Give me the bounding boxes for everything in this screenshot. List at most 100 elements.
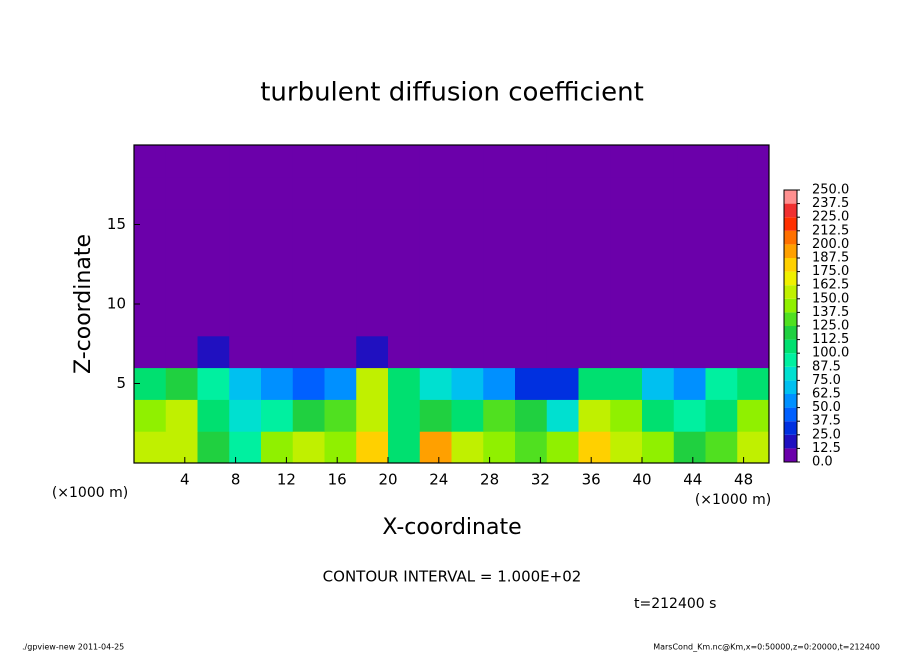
x-tick-label: 28 — [480, 471, 499, 489]
cell — [165, 176, 198, 210]
cell — [261, 176, 294, 210]
x-tick-label: 20 — [378, 471, 397, 489]
cell — [134, 335, 167, 369]
colorbar-label: 150.0 — [812, 291, 849, 306]
cell — [261, 208, 294, 241]
cell — [324, 240, 357, 273]
time-note: t=212400 s — [634, 596, 716, 612]
cell — [388, 272, 421, 305]
colorbar-label: 225.0 — [812, 210, 849, 225]
cell — [419, 208, 452, 241]
cell — [229, 431, 262, 464]
cell — [419, 176, 452, 210]
cell — [483, 208, 516, 241]
cell — [578, 240, 611, 273]
cell — [134, 176, 167, 210]
cell — [673, 145, 706, 178]
cell — [229, 304, 262, 337]
colorbar-swatch — [784, 366, 797, 381]
x-tick-label: 12 — [277, 471, 296, 489]
cell — [737, 304, 770, 337]
colorbar-swatch — [784, 380, 797, 394]
cell — [515, 304, 548, 337]
cell — [642, 367, 675, 400]
cell — [705, 431, 738, 464]
cell — [737, 208, 770, 241]
colorbar-swatch — [784, 298, 797, 313]
cell — [673, 240, 706, 273]
cell — [451, 272, 484, 305]
cell — [546, 367, 579, 400]
colorbar-label: 75.0 — [812, 373, 841, 388]
cell — [324, 335, 357, 369]
cell — [229, 176, 262, 210]
cell — [229, 367, 262, 400]
cell — [356, 367, 389, 400]
cell — [578, 304, 611, 337]
cell — [261, 240, 294, 273]
cell — [642, 145, 675, 178]
cell — [705, 367, 738, 400]
cell — [546, 145, 579, 178]
cell — [451, 176, 484, 210]
cell — [610, 145, 643, 178]
cell — [546, 399, 579, 432]
x-axis-label: X-coordinate — [382, 515, 521, 540]
cell — [483, 367, 516, 400]
cell — [673, 367, 706, 400]
cell — [324, 367, 357, 400]
colorbar-label: 12.5 — [812, 441, 841, 456]
chart-title: turbulent diffusion coefficient — [260, 78, 644, 108]
cell — [388, 367, 421, 400]
cell — [229, 145, 262, 178]
cell — [705, 335, 738, 369]
cell — [705, 208, 738, 241]
cell — [737, 335, 770, 369]
cell — [388, 240, 421, 273]
cell — [165, 431, 198, 464]
cell — [546, 272, 579, 305]
cell — [197, 431, 230, 464]
cell — [229, 272, 262, 305]
x-tick-label: 36 — [582, 471, 601, 489]
cell — [388, 431, 421, 464]
cell — [165, 272, 198, 305]
colorbar-swatch — [784, 312, 797, 326]
cell — [388, 304, 421, 337]
colorbar-label: 87.5 — [812, 359, 841, 374]
cell — [324, 176, 357, 210]
cell — [229, 335, 262, 369]
y-tick-label: 15 — [107, 215, 126, 233]
footer-right: MarsCond_Km.nc@Km,x=0:50000,z=0:20000,t=… — [653, 643, 880, 652]
cell — [610, 240, 643, 273]
cell — [292, 367, 325, 400]
cell — [261, 272, 294, 305]
cell — [419, 240, 452, 273]
cell — [451, 240, 484, 273]
cell — [483, 145, 516, 178]
cell — [737, 367, 770, 400]
cell — [165, 208, 198, 241]
cell — [197, 304, 230, 337]
cell — [197, 240, 230, 273]
cell — [546, 431, 579, 464]
cell — [197, 335, 230, 369]
cell — [673, 208, 706, 241]
cell — [229, 208, 262, 241]
cell — [292, 304, 325, 337]
cell — [356, 145, 389, 178]
cell — [388, 208, 421, 241]
colorbar-swatch — [784, 203, 797, 218]
colorbar-label: 100.0 — [812, 346, 849, 361]
cell — [673, 176, 706, 210]
contour-note: CONTOUR INTERVAL = 1.000E+02 — [323, 568, 582, 586]
cell — [610, 176, 643, 210]
cell — [451, 208, 484, 241]
cell — [483, 399, 516, 432]
cell — [483, 272, 516, 305]
cell — [515, 176, 548, 210]
colorbar-label: 112.5 — [812, 332, 849, 347]
cell — [451, 399, 484, 432]
cell — [705, 176, 738, 210]
